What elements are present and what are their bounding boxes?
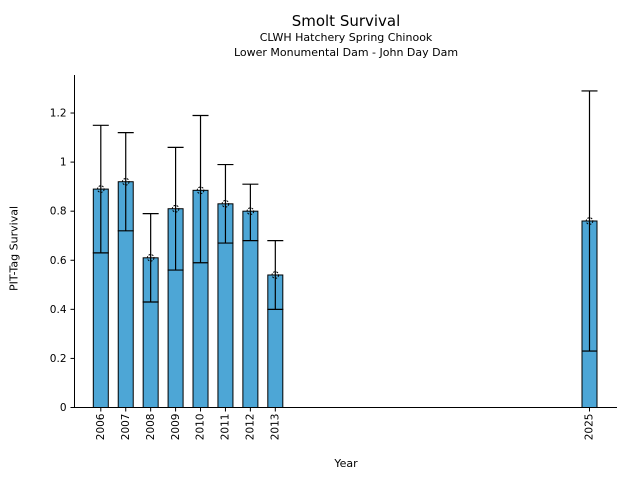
x-tick-label-2010: 2010 [195,414,207,441]
x-tick-label-2011: 2011 [220,414,232,441]
chart-title: Smolt Survival [291,12,401,30]
chart-subtitle-line1: CLWH Hatchery Spring Chinook [259,31,433,44]
x-tick-label-2009: 2009 [170,414,182,441]
point-marker-2010 [196,186,205,195]
y-tick-label: 0.4 [50,304,67,316]
point-marker-2007 [121,177,130,186]
y-tick-label: 1.2 [50,108,67,120]
x-tick-label-2025: 2025 [584,414,596,441]
chart-subtitle-line2: Lower Monumental Dam - John Day Dam [233,46,459,59]
point-marker-2013 [271,271,280,279]
x-tick-label-2008: 2008 [145,414,157,441]
point-marker-2009 [171,204,180,213]
x-tick-label-2013: 2013 [270,414,282,441]
point-marker-2012 [246,207,255,215]
x-tick-label-2007: 2007 [120,414,132,441]
x-axis-label: Year [334,457,358,470]
point-marker-2011 [221,200,230,208]
x-tick-label-2012: 2012 [245,414,257,441]
point-marker-2025 [585,217,594,225]
y-tick-label: 0.8 [50,206,67,218]
y-tick-label: 1 [60,157,67,169]
y-tick-label: 0.6 [50,255,67,267]
x-tick-label-2006: 2006 [95,413,107,440]
y-tick-label: 0.2 [50,353,67,365]
point-marker-2006 [97,185,105,193]
point-marker-2008 [146,254,155,262]
y-tick-label: 0 [60,402,67,414]
